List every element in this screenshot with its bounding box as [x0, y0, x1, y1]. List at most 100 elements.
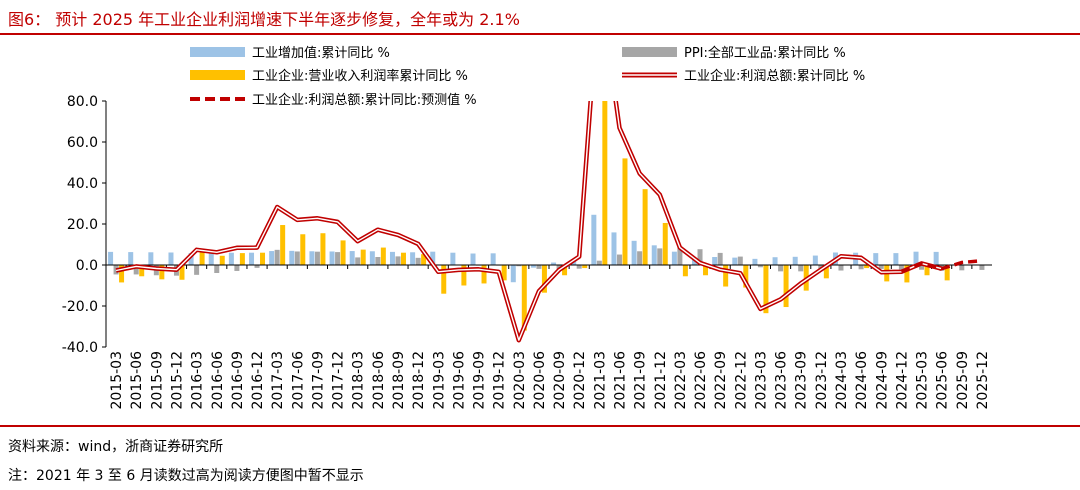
- bar-industrial-value-added: [389, 251, 395, 265]
- bar-ppi: [294, 251, 300, 265]
- bar-ppi: [335, 252, 341, 265]
- bar-ppi: [375, 257, 381, 265]
- x-tick-label: 2021-09: [633, 351, 649, 410]
- bar-profit-margin: [421, 254, 427, 265]
- x-tick-label: 2023-06: [774, 351, 790, 410]
- bar-ppi: [878, 265, 884, 269]
- profit-total-line-group: [115, 101, 943, 343]
- bar-profit-margin: [703, 265, 709, 276]
- bar-ppi: [919, 265, 925, 270]
- bar-profit-margin: [320, 233, 326, 265]
- bar-industrial-value-added: [430, 251, 436, 265]
- bar-ppi: [314, 251, 320, 265]
- x-tick-label: 2015-09: [149, 351, 165, 410]
- bar-profit-margin: [159, 265, 165, 280]
- bar-industrial-value-added: [168, 252, 174, 265]
- bar-ppi: [274, 249, 280, 265]
- x-tick-label: 2015-03: [109, 351, 125, 410]
- x-tick-label: 2020-12: [572, 351, 588, 410]
- bar-profit-margin: [541, 265, 547, 293]
- x-tick-label: 2022-09: [713, 351, 729, 410]
- bar-profit-margin: [280, 225, 286, 265]
- x-tick-label: 2019-12: [492, 351, 508, 410]
- x-tick-label: 2016-06: [210, 351, 226, 410]
- bar-ppi: [576, 265, 582, 269]
- bar-profit-margin: [924, 265, 930, 276]
- bar-industrial-value-added: [510, 265, 516, 283]
- x-tick-label: 2018-03: [351, 351, 367, 410]
- chart-legend: 工业增加值:累计同比 % PPI:全部工业品:累计同比 % 工业企业:营业收入利…: [190, 45, 865, 108]
- bar-industrial-value-added: [812, 255, 818, 265]
- bar-industrial-value-added: [591, 214, 597, 265]
- legend-label-profit-total: 工业企业:利润总额:累计同比 %: [684, 68, 865, 84]
- x-tick-label: 2024-09: [874, 351, 890, 410]
- x-tick-label: 2017-12: [331, 351, 347, 410]
- x-tick-label: 2020-06: [532, 351, 548, 410]
- bar-industrial-value-added: [732, 257, 738, 265]
- bar-profit-margin: [823, 265, 829, 279]
- x-tick-label: 2018-09: [391, 351, 407, 410]
- x-tick-label: 2017-06: [290, 351, 306, 410]
- bar-industrial-value-added: [792, 256, 798, 265]
- bar-ppi: [516, 265, 522, 267]
- bar-profit-margin: [521, 265, 527, 331]
- bar-profit-margin: [682, 265, 688, 277]
- x-tick-label: 2017-03: [270, 351, 286, 410]
- x-tick-label: 2018-12: [411, 351, 427, 410]
- bar-ppi: [234, 265, 240, 271]
- x-tick-label: 2017-09: [310, 351, 326, 410]
- x-tick-label: 2023-03: [753, 351, 769, 410]
- bar-profit-margin: [662, 222, 668, 265]
- x-tick-label: 2016-03: [190, 351, 206, 410]
- bar-industrial-value-added: [289, 250, 295, 265]
- legend-swatch-profit-margin: [190, 70, 245, 80]
- bar-profit-margin: [219, 255, 225, 265]
- x-tick-label: 2019-06: [451, 351, 467, 410]
- bar-industrial-value-added: [269, 251, 275, 265]
- x-tick-label: 2025-03: [915, 351, 931, 410]
- x-tick-label: 2022-12: [733, 351, 749, 410]
- x-tick-label: 2015-06: [129, 351, 145, 410]
- bar-profit-margin: [360, 249, 366, 265]
- bar-profit-margin: [400, 252, 406, 265]
- bar-industrial-value-added: [470, 253, 476, 265]
- bar-industrial-value-added: [309, 251, 315, 265]
- bar-ppi: [898, 265, 904, 270]
- y-tick-label: 0.0: [76, 258, 98, 274]
- x-tick-label: 2019-09: [472, 351, 488, 410]
- bar-ppi: [778, 265, 784, 272]
- bar-profit-margin: [119, 265, 125, 283]
- x-tick-label: 2023-12: [814, 351, 830, 410]
- x-tick-label: 2018-06: [371, 351, 387, 410]
- bar-industrial-value-added: [249, 252, 255, 265]
- bar-industrial-value-added: [450, 252, 456, 265]
- legend-swatch-industrial-value-added: [190, 47, 245, 57]
- bar-industrial-value-added: [873, 253, 879, 265]
- bar-industrial-value-added: [188, 253, 194, 265]
- bar-industrial-value-added: [551, 262, 557, 265]
- y-tick-label: -20.0: [62, 299, 98, 315]
- bar-industrial-value-added: [148, 252, 154, 265]
- x-tick-label: 2022-06: [693, 351, 709, 410]
- x-tick-label: 2024-06: [854, 351, 870, 410]
- bar-industrial-value-added: [651, 245, 657, 265]
- bar-ppi: [717, 252, 723, 265]
- bar-ppi: [194, 265, 200, 275]
- bar-ppi: [979, 265, 985, 270]
- legend-label-forecast: 工业企业:利润总额:累计同比:预测值 %: [252, 92, 477, 108]
- title-rule: [0, 33, 1080, 35]
- bar-profit-margin: [300, 234, 306, 265]
- bar-profit-margin: [139, 265, 145, 277]
- bar-ppi: [697, 249, 703, 265]
- bar-group: [108, 101, 985, 331]
- x-tick-label: 2025-06: [935, 351, 951, 410]
- y-tick-label: -40.0: [62, 340, 98, 356]
- legend-label-industrial-value-added: 工业增加值:累计同比 %: [252, 45, 390, 61]
- x-tick-label: 2019-03: [431, 351, 447, 410]
- bar-industrial-value-added: [772, 257, 778, 265]
- y-tick-label: 20.0: [67, 217, 98, 233]
- forecast-line: [900, 258, 983, 274]
- bar-industrial-value-added: [712, 257, 718, 265]
- bar-industrial-value-added: [410, 252, 416, 265]
